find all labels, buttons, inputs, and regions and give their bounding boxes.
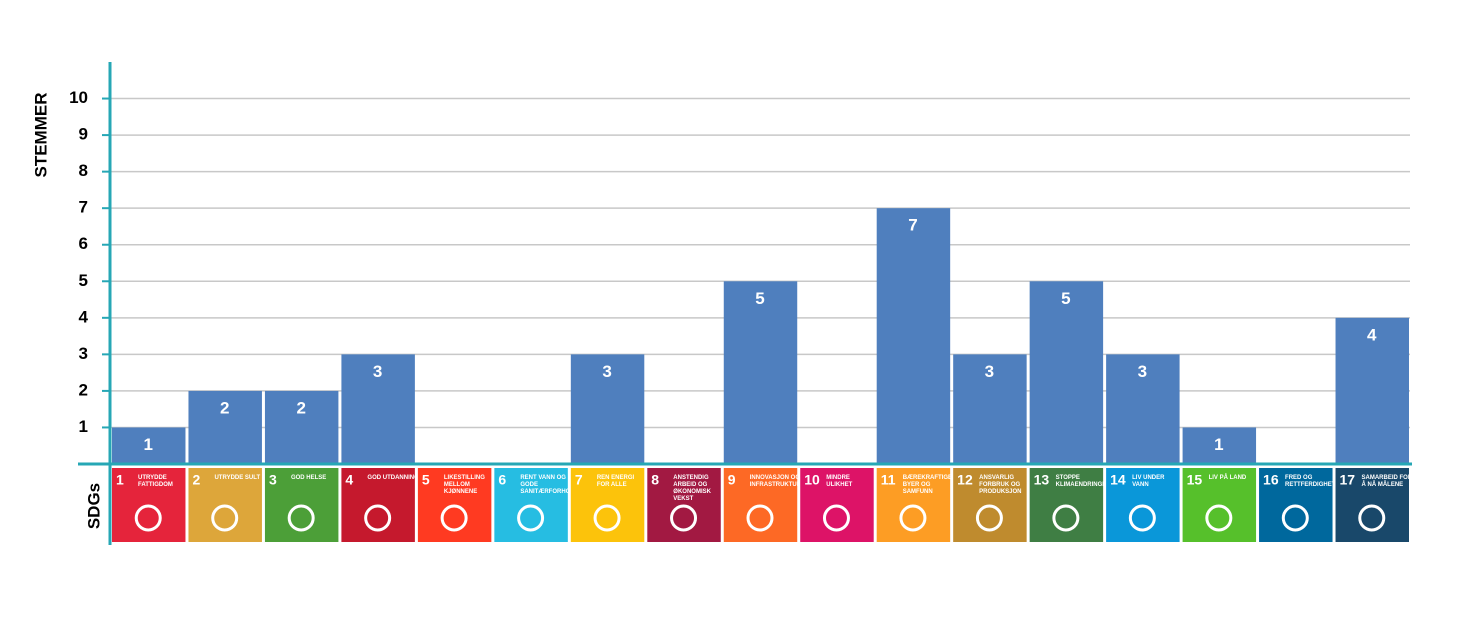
sdg-number: 5 [422,472,430,488]
y-axis-label: STEMMER [31,93,50,178]
sdg-number: 1 [116,472,124,488]
sdg-label: LIV PÅ LAND [1209,474,1247,481]
value-label: 3 [1138,362,1147,381]
sdg-label: UTRYDDE FATTIGDOM [138,475,173,488]
sdg-label: SAMARBEID FOR Å NÅ MÅLENE [1362,475,1413,488]
sdg-label: STOPPE KLIMAENDRINGENE [1056,475,1115,488]
bar [723,281,798,464]
sdg-icon [593,504,621,532]
sdg-number: 12 [957,472,973,488]
y-tick-label: 7 [79,198,88,217]
sdg-number: 14 [1110,472,1126,488]
sdg-label: GOD UTDANNING [367,475,419,481]
bar [188,390,262,464]
sdg-icon [899,504,927,532]
sdg-icon [1281,504,1309,532]
bar [953,354,1027,464]
sdg-number: 16 [1263,472,1279,488]
bar [1335,317,1409,464]
value-label: 5 [1061,289,1070,308]
value-label: 3 [985,362,994,381]
y-tick-label: 5 [79,271,88,290]
value-label: 3 [602,362,611,381]
sdg-icon [670,504,698,532]
y-tick-label: 8 [79,161,88,180]
sdg-label: FRED OG RETTFERDIGHET [1285,475,1336,488]
sdg-number: 13 [1034,472,1050,488]
sdg-number: 9 [728,472,736,488]
sdg-label: INNOVASJON OG INFRASTRUKTUR [750,475,802,488]
value-label: 4 [1367,325,1377,344]
y-tick-label: 1 [79,417,88,436]
y-tick-label: 10 [69,88,88,107]
sdg-label: ANSVARLIG FORBRUK OG PRODUKSJON [979,475,1021,495]
sdg-label: BÆREKRAFTIGE BYER OG SAMFUNN [903,475,952,495]
bar [264,390,339,464]
sdg-icon [1128,504,1156,532]
value-label: 5 [755,289,764,308]
bar [876,208,951,464]
value-label: 2 [220,398,229,417]
sdg-icon [1052,504,1080,532]
bar [1106,354,1180,464]
sdg-number: 6 [498,472,506,488]
y-tick-label: 2 [79,380,88,399]
value-label: 1 [144,435,153,454]
y-tick-label: 3 [79,344,88,363]
sdg-icon [975,504,1003,532]
sdg-label: GOD HELSE [291,475,326,481]
sdg-icon [211,504,239,532]
bar [1029,281,1104,464]
sdg-icon [822,504,850,532]
bar [112,427,186,464]
y-tick-label: 9 [79,125,88,144]
sdg-icon [134,504,162,532]
sdg-number: 10 [804,472,820,488]
bar [1182,427,1257,464]
value-label: 7 [908,216,917,235]
sdg-icon [1205,504,1233,532]
sdg-label: REN ENERGI FOR ALLE [597,475,635,488]
sdg-icon [517,504,545,532]
sdg-label: LIV UNDER VANN [1132,475,1165,488]
sdg-number: 2 [192,472,200,488]
value-label: 1 [1214,435,1223,454]
value-label: 2 [296,398,305,417]
sdg-label: UTRYDDE SULT [214,475,260,481]
value-label: 3 [373,362,382,381]
bar [570,354,645,464]
sdg-icon [746,504,774,532]
sdg-label: MINDRE ULIKHET [826,475,852,488]
sdg-icon [440,504,468,532]
sdg-number: 3 [269,472,277,488]
sdg-number: 11 [881,472,896,488]
x-axis-label: SDGs [84,483,103,529]
y-tick-label: 4 [79,307,89,326]
sdg-label: LIKESTILLING MELLOM KJØNNENE [444,475,485,495]
y-tick-label: 6 [79,234,88,253]
sdg-number: 7 [575,472,583,488]
sdg-icon [1358,504,1386,532]
sdg-label: RENT VANN OG GODE SANITÆRFORHOLD [520,475,579,495]
sdg-icon [287,504,315,532]
sdg-number: 8 [651,472,659,488]
sdg-number: 17 [1340,472,1356,488]
sdg-icon [364,504,392,532]
sdg-number: 4 [345,472,353,488]
bar [341,354,415,464]
sdg-label: ANSTENDIG ARBEID OG ØKONOMISK VEKST [673,475,711,502]
sdg-number: 15 [1187,472,1203,488]
